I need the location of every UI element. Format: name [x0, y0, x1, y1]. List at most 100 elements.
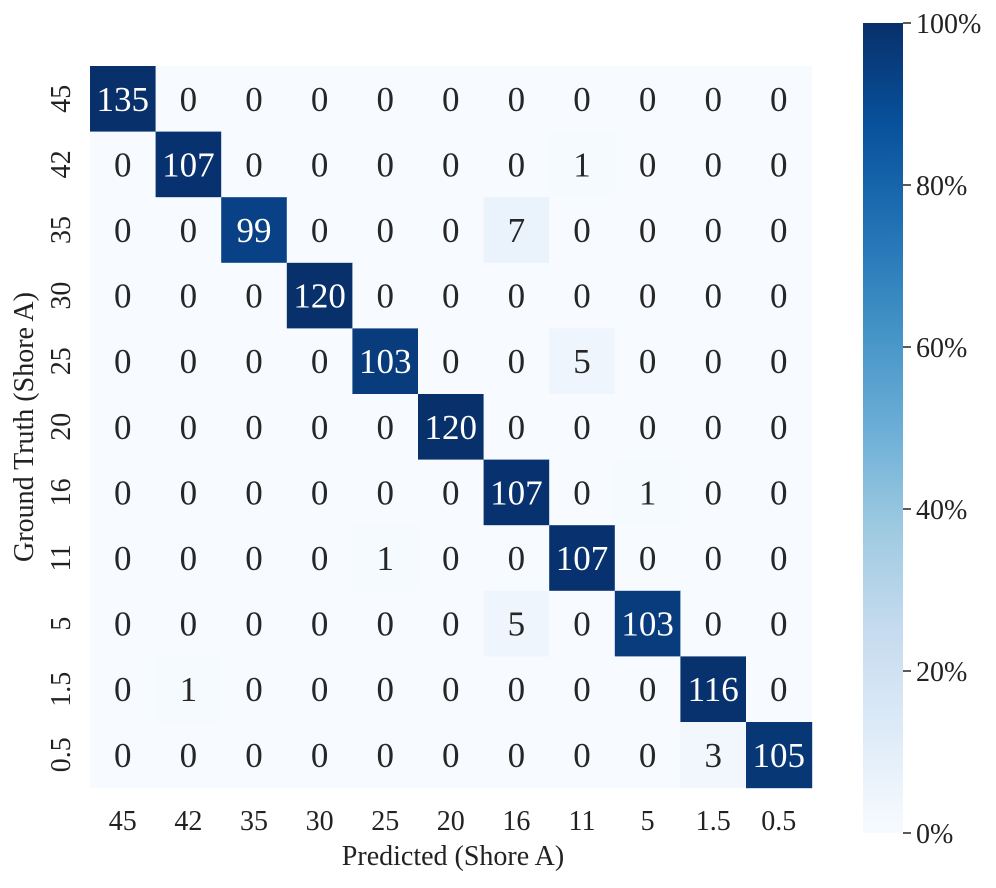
y-tick-label: 42: [46, 150, 77, 178]
heatmap-cell: [549, 656, 616, 723]
heatmap-cell: [155, 459, 222, 526]
heatmap-cell: [483, 328, 550, 395]
heatmap-cell: [352, 590, 419, 657]
heatmap-cell-label: 0: [180, 539, 198, 578]
heatmap-cell: [483, 722, 550, 789]
heatmap-cell: [418, 131, 485, 198]
heatmap-cell-label: 116: [688, 670, 739, 709]
heatmap-cell: [352, 262, 419, 329]
heatmap-cell-label: 0: [114, 277, 132, 316]
heatmap-cell-label: 0: [770, 277, 788, 316]
heatmap-cell-label: 0: [704, 539, 722, 578]
heatmap-cell: [286, 722, 353, 789]
heatmap-cell-label: 0: [442, 736, 460, 775]
heatmap-cell: [746, 722, 813, 789]
heatmap-cell-labels: 135 0 0 0 0 0 0 0 0 0 00 107 0 0 0 0 0 1 0 0 00 0 99 0 0 0 7 0 0 0 00 0…: [97, 80, 805, 775]
heatmap-cell: [680, 131, 747, 198]
heatmap-cell: [221, 525, 288, 592]
heatmap-cell: [221, 590, 288, 657]
heatmap-cell-label: 0: [573, 408, 591, 447]
heatmap-cell-label: 0: [245, 736, 263, 775]
heatmap-cell-label: 0: [180, 473, 198, 512]
x-axis-label: Predicted (Shore A): [342, 841, 564, 872]
heatmap-cell-label: 0: [114, 342, 132, 381]
heatmap-cell: [746, 459, 813, 526]
x-tick-label: 35: [240, 806, 268, 837]
heatmap-cell: [614, 197, 681, 264]
heatmap-cell: [483, 394, 550, 461]
heatmap-cell: [680, 656, 747, 723]
heatmap-cell-label: 0: [114, 145, 132, 184]
colorbar: 0% 20% 40% 60% 80% 100%: [863, 9, 981, 850]
heatmap-cell: [614, 328, 681, 395]
heatmap-cell-label: 0: [639, 145, 657, 184]
heatmap-cell: [155, 131, 222, 198]
heatmap-cell-label: 0: [704, 342, 722, 381]
heatmap-cell-label: 0: [508, 80, 526, 119]
heatmap-cell-label: 0: [245, 670, 263, 709]
heatmap-cell-label: 0: [639, 342, 657, 381]
heatmap-cell: [746, 131, 813, 198]
heatmap-cell-label: 0: [704, 473, 722, 512]
heatmap-cell-label: 0: [573, 277, 591, 316]
heatmap-cell-label: 0: [704, 80, 722, 119]
heatmap-cell: [352, 656, 419, 723]
heatmap-cell-label: 0: [245, 539, 263, 578]
heatmap-cell: [286, 394, 353, 461]
heatmap-cell-label: 0: [508, 277, 526, 316]
y-tick-label: 45: [46, 85, 77, 113]
heatmap-cell-label: 0: [311, 539, 329, 578]
heatmap-cell-label: 0: [508, 670, 526, 709]
heatmap-cell: [352, 394, 419, 461]
heatmap-cell: [418, 722, 485, 789]
heatmap-cell-label: 0: [442, 80, 460, 119]
heatmap-cell: [549, 525, 616, 592]
y-tick-labels: 45 42 35 30 25 20 16 11 5 1.5 0.5: [46, 85, 77, 772]
heatmap-cell-label: 0: [180, 80, 198, 119]
heatmap-cell: [221, 197, 288, 264]
heatmap-cell: [680, 590, 747, 657]
x-tick-labels: 45 42 35 30 25 20 16 11 5 1.5 0.5: [109, 806, 796, 837]
colorbar-tick-label: 100%: [916, 9, 981, 40]
heatmap-cell: [90, 525, 157, 592]
heatmap-cell: [746, 66, 813, 133]
heatmap-cell: [286, 131, 353, 198]
heatmap-cell-label: 0: [245, 342, 263, 381]
heatmap-cell-label: 0: [114, 736, 132, 775]
x-tick-label: 0.5: [761, 806, 796, 837]
heatmap-cell-label: 0: [442, 605, 460, 644]
heatmap-cell-label: 0: [180, 277, 198, 316]
y-tick-label: 0.5: [46, 737, 77, 772]
heatmap-cell-label: 1: [376, 539, 394, 578]
heatmap-cell-label: 0: [704, 605, 722, 644]
heatmap-cell: [155, 394, 222, 461]
heatmap-cell-label: 0: [770, 539, 788, 578]
heatmap-cell: [746, 197, 813, 264]
heatmap-cell: [614, 525, 681, 592]
heatmap-cell-label: 0: [245, 473, 263, 512]
heatmap-cell: [614, 131, 681, 198]
y-tick-label: 1.5: [46, 672, 77, 707]
heatmap-cell-label: 0: [114, 670, 132, 709]
heatmap-cell: [155, 262, 222, 329]
heatmap-cell-label: 0: [114, 605, 132, 644]
heatmap-cell-label: 103: [359, 342, 412, 381]
heatmap-cell-label: 0: [442, 342, 460, 381]
heatmap-cells: [90, 66, 813, 789]
heatmap-cell-label: 5: [508, 605, 526, 644]
heatmap-cell: [90, 722, 157, 789]
heatmap-cell-label: 0: [639, 80, 657, 119]
heatmap-cell: [418, 66, 485, 133]
heatmap-cell-label: 0: [508, 342, 526, 381]
y-tick-label: 5: [46, 617, 77, 631]
heatmap-cell: [680, 66, 747, 133]
heatmap-cell-label: 0: [114, 473, 132, 512]
colorbar-tick-label: 80%: [916, 171, 967, 202]
heatmap-cell: [90, 328, 157, 395]
heatmap-cell: [614, 262, 681, 329]
heatmap-cell: [418, 656, 485, 723]
heatmap-cell: [221, 262, 288, 329]
heatmap-cell: [352, 66, 419, 133]
